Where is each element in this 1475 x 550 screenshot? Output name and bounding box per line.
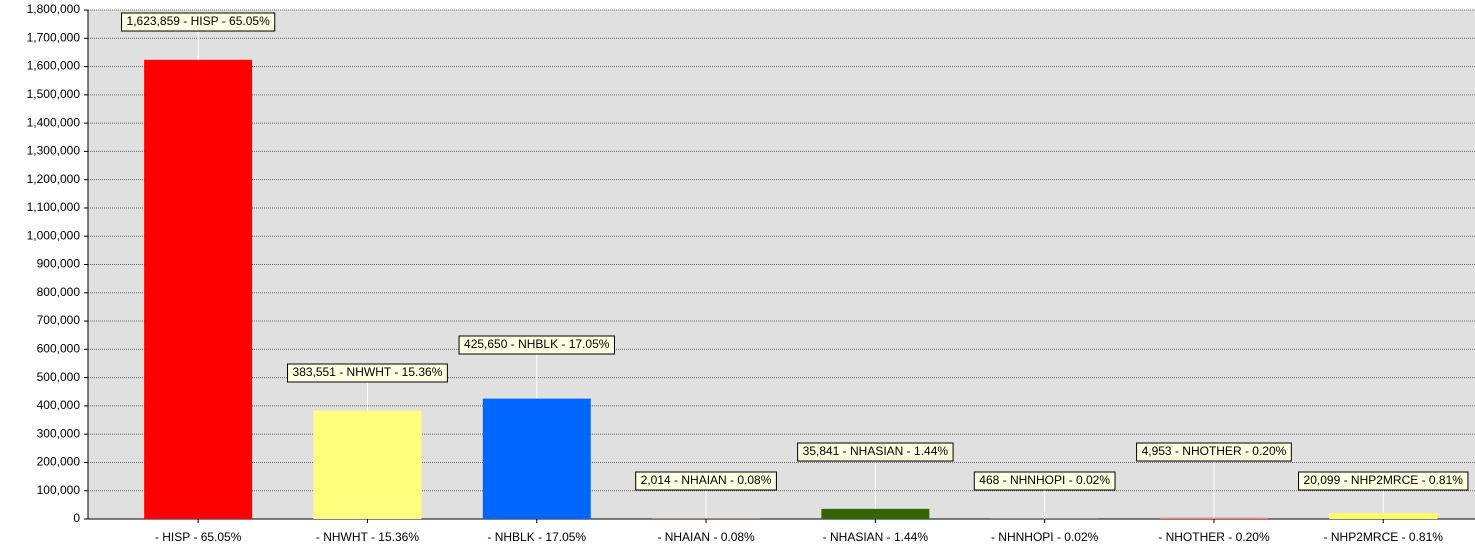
y-tick-label: 1,000,000 xyxy=(27,228,81,242)
y-tick-label: 0 xyxy=(73,511,80,525)
bar xyxy=(821,508,930,519)
data-label: 468 - NHNHOPI - 0.02% xyxy=(979,473,1110,487)
y-tick-label: 1,100,000 xyxy=(27,200,81,214)
y-tick-label: 800,000 xyxy=(37,285,81,299)
bar xyxy=(144,59,253,519)
data-label: 383,551 - NHWHT - 15.36% xyxy=(293,365,443,379)
bar xyxy=(313,410,422,519)
y-tick-label: 600,000 xyxy=(37,342,81,356)
y-tick-label: 1,200,000 xyxy=(27,172,81,186)
y-tick-label: 1,700,000 xyxy=(27,30,81,44)
data-label-box xyxy=(1298,471,1469,491)
y-tick-label: 500,000 xyxy=(37,370,81,384)
data-label-box xyxy=(121,12,276,32)
x-tick-label: - NHBLK - 17.05% xyxy=(487,530,586,544)
y-tick-label: 1,600,000 xyxy=(27,59,81,73)
data-label-box xyxy=(973,471,1116,491)
y-tick-label: 300,000 xyxy=(37,426,81,440)
data-label-box xyxy=(635,471,777,491)
data-label: 1,623,859 - HISP - 65.05% xyxy=(127,14,271,28)
y-tick-label: 200,000 xyxy=(37,455,81,469)
y-tick-label: 700,000 xyxy=(37,313,81,327)
x-tick-label: - HISP - 65.05% xyxy=(155,530,242,544)
data-label: 425,650 - NHBLK - 17.05% xyxy=(464,337,610,351)
y-tick-label: 400,000 xyxy=(37,398,81,412)
bar xyxy=(1329,513,1438,519)
bar xyxy=(482,398,591,519)
data-label-box xyxy=(458,335,615,355)
y-tick-label: 1,800,000 xyxy=(27,2,81,16)
y-tick-label: 1,400,000 xyxy=(27,115,81,129)
data-label: 2,014 - NHAIAN - 0.08% xyxy=(641,473,772,487)
x-tick-label: - NHOTHER - 0.20% xyxy=(1158,530,1270,544)
x-tick-label: - NHAIAN - 0.08% xyxy=(657,530,755,544)
bar xyxy=(652,518,761,519)
data-label-box xyxy=(1136,442,1292,462)
x-tick-label: - NHNHOPI - 0.02% xyxy=(991,530,1099,544)
x-tick-label: - NHWHT - 15.36% xyxy=(316,530,419,544)
y-tick-label: 900,000 xyxy=(37,257,81,271)
data-label: 35,841 - NHASIAN - 1.44% xyxy=(803,444,949,458)
y-tick-label: 100,000 xyxy=(37,483,81,497)
x-tick-label: - NHASIAN - 1.44% xyxy=(823,530,929,544)
y-tick-label: 1,500,000 xyxy=(27,87,81,101)
data-label: 20,099 - NHP2MRCE - 0.81% xyxy=(1304,473,1464,487)
data-label: 4,953 - NHOTHER - 0.20% xyxy=(1142,444,1287,458)
x-tick-label: - NHP2MRCE - 0.81% xyxy=(1324,530,1444,544)
data-label-box xyxy=(287,363,448,383)
bar xyxy=(1159,517,1268,519)
y-tick-label: 1,300,000 xyxy=(27,144,81,158)
data-label-box xyxy=(797,442,954,462)
